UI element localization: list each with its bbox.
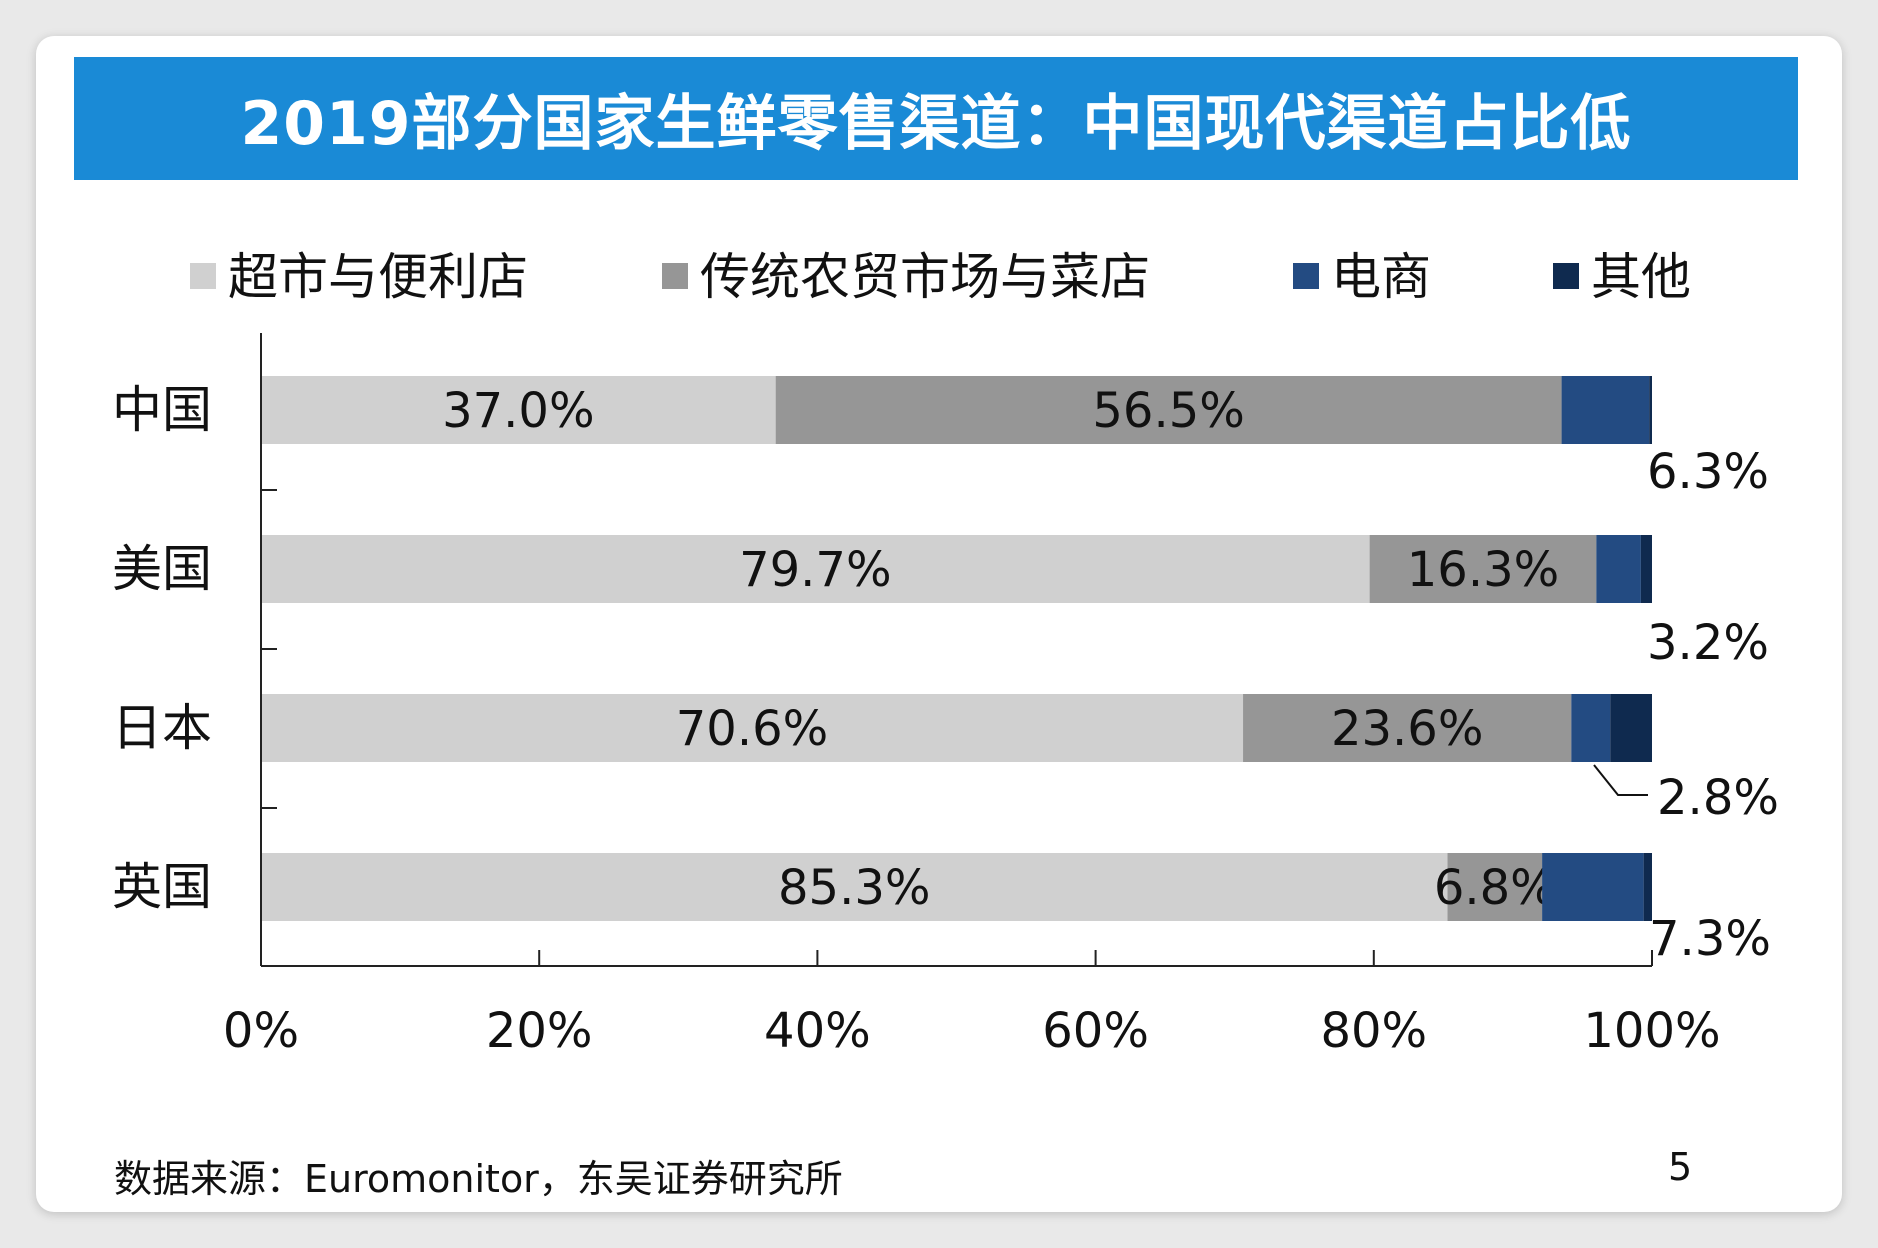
bar-segment: [775, 376, 1562, 444]
source-note: 数据来源：Euromonitor，东吴证券研究所: [114, 1157, 843, 1201]
data-label: 7.3%: [1649, 911, 1771, 967]
data-label: 70.6%: [676, 701, 828, 757]
slide: [36, 36, 1842, 1212]
page-number: 5: [1668, 1145, 1693, 1189]
legend-label: 传统农贸市场与菜店: [700, 248, 1150, 306]
bar-segment: [1561, 376, 1650, 444]
category-label: 英国: [112, 858, 212, 916]
bar-segment: [261, 376, 776, 444]
bar-segment: [1447, 853, 1543, 921]
legend-swatch: [662, 263, 688, 289]
leader-line: [1593, 764, 1648, 796]
data-label: 2.8%: [1657, 770, 1779, 826]
bar-segment: [1640, 535, 1652, 603]
bar-segment: [1243, 694, 1572, 762]
x-tick-label: 60%: [1042, 1003, 1149, 1059]
bar-segment: [1643, 853, 1652, 921]
x-tick-label: 40%: [764, 1003, 871, 1059]
bar-segment: [1596, 535, 1641, 603]
data-label: 56.5%: [1092, 383, 1244, 439]
x-tick-label: 80%: [1320, 1003, 1427, 1059]
legend-label: 其他: [1591, 248, 1691, 306]
x-tick-label: 100%: [1583, 1003, 1720, 1059]
category-label: 美国: [112, 540, 212, 598]
title-banner: 2019部分国家生鲜零售渠道：中国现代渠道占比低: [74, 57, 1798, 180]
bar-segment: [1571, 694, 1611, 762]
bar-segment: [261, 853, 1448, 921]
x-tick-label: 0%: [223, 1003, 299, 1059]
category-label: 中国: [112, 381, 212, 439]
bar-segment: [1542, 853, 1644, 921]
legend-swatch: [190, 263, 216, 289]
category-label: 日本: [112, 699, 212, 757]
bar-segment: [1649, 376, 1652, 444]
data-label: 16.3%: [1407, 542, 1559, 598]
bar-segment: [1610, 694, 1652, 762]
data-label: 6.8%: [1434, 860, 1556, 916]
data-label: 3.2%: [1647, 615, 1769, 671]
legend-swatch: [1553, 263, 1579, 289]
data-label: 23.6%: [1331, 701, 1483, 757]
data-label: 37.0%: [442, 383, 594, 439]
bar-segment: [1369, 535, 1597, 603]
bar-segment: [261, 535, 1370, 603]
legend-label: 超市与便利店: [228, 248, 528, 306]
legend-swatch: [1293, 263, 1319, 289]
data-label: 85.3%: [778, 860, 930, 916]
data-label: 79.7%: [739, 542, 891, 598]
chart-title: 2019部分国家生鲜零售渠道：中国现代渠道占比低: [240, 89, 1632, 159]
x-tick-label: 20%: [486, 1003, 593, 1059]
bar-segment: [261, 694, 1244, 762]
data-label: 6.3%: [1647, 444, 1769, 500]
legend-label: 电商: [1331, 248, 1431, 306]
